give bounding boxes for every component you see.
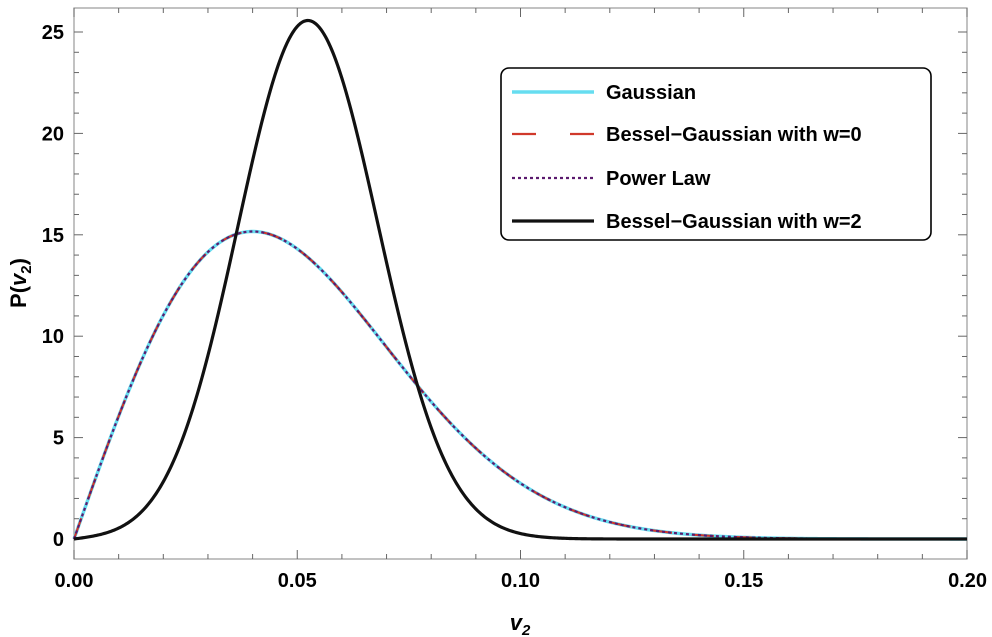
- y-tick-label: 10: [42, 326, 64, 348]
- legend-items: Gaussian Bessel−Gaussian with w=0 Power La…: [512, 82, 862, 233]
- series-line-gaussian: [72, 229, 968, 541]
- y-axis-prefix: P(: [6, 285, 31, 308]
- y-axis-title: P(v2): [6, 258, 35, 308]
- series-layer: [72, 18, 968, 541]
- x-tick-label: 0.10: [501, 570, 540, 592]
- tick-marks: [73, 8, 968, 559]
- y-axis-suffix: ): [6, 258, 31, 265]
- x-axis-title: v2: [510, 610, 531, 637]
- series-line-bessel-gaussian-with-w-0: [72, 230, 967, 541]
- y-axis-var: v: [6, 272, 31, 286]
- legend: Gaussian Bessel−Gaussian with w=0 Power La…: [500, 67, 932, 241]
- legend-label-power-law: Power Law: [606, 168, 711, 190]
- legend-label-bessel-gaussian-with-w-2: Bessel−Gaussian with w=2: [606, 211, 862, 233]
- x-axis-var: v: [510, 610, 524, 635]
- y-tick-label: 5: [53, 428, 64, 450]
- x-tick-labels: 0.00 0.05 0.10 0.15 0.20: [55, 570, 987, 592]
- y-tick-label: 25: [42, 22, 64, 44]
- x-tick-label: 0.20: [948, 570, 987, 592]
- legend-label-bessel-gaussian-with-w-0: Bessel−Gaussian with w=0: [606, 124, 862, 146]
- x-axis-sub: 2: [521, 622, 531, 637]
- y-tick-labels: 0 5 10 15 20 25: [42, 22, 64, 551]
- y-tick-label: 15: [42, 225, 64, 247]
- series-line-bessel-gaussian-with-w-2: [73, 18, 968, 541]
- y-tick-label: 0: [53, 529, 64, 551]
- x-tick-label: 0.00: [55, 570, 94, 592]
- x-tick-label: 0.15: [724, 570, 763, 592]
- legend-label-gaussian: Gaussian: [606, 82, 696, 104]
- series-line-power-law: [72, 230, 967, 541]
- x-tick-label: 0.05: [278, 570, 317, 592]
- y-tick-label: 20: [42, 123, 64, 145]
- y-axis-sub: 2: [18, 265, 35, 273]
- legend-box: [500, 67, 932, 241]
